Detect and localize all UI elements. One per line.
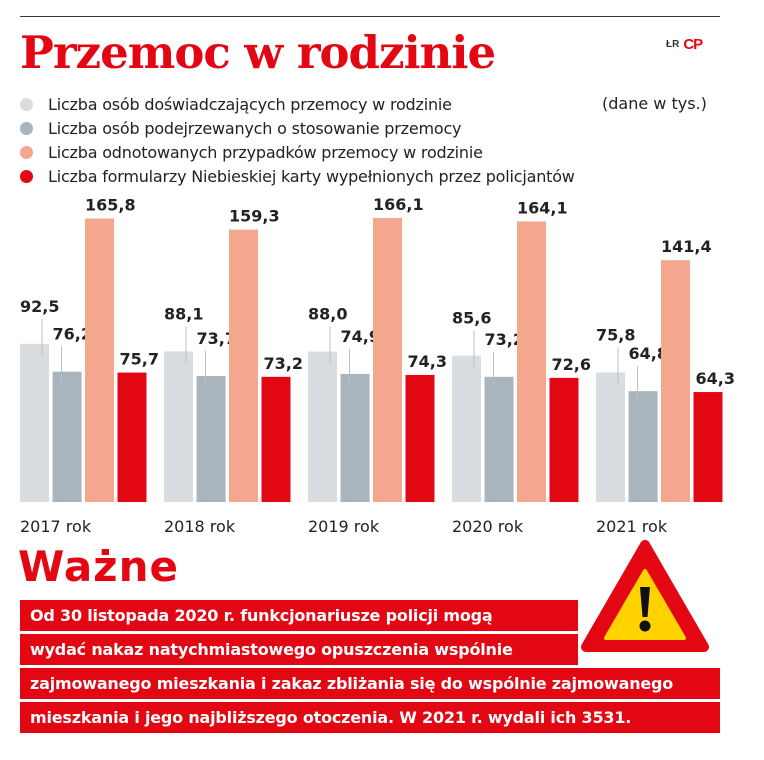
legend-swatch [20,169,33,183]
credit: ŁR CP [666,36,703,53]
legend-swatch [20,145,33,159]
data-label: 73,2 [264,354,303,373]
bar [596,372,625,502]
bar [20,343,49,502]
x-tick-label: 2017 rok [20,517,92,536]
bar [517,221,546,502]
bar [196,375,226,502]
data-label: 85,6 [452,309,491,328]
legend-item-suspected: Liczba osób podejrzewanych o stosowanie … [20,116,740,140]
data-label: 166,1 [373,195,424,214]
bar [308,351,337,502]
legend-label: Liczba osób doświadczających przemocy w … [48,94,452,114]
bar [405,374,435,502]
data-label: 92,5 [20,297,59,316]
bar [340,373,370,502]
x-tick-label: 2021 rok [596,517,668,536]
legend-item-blue-card: Liczba formularzy Niebieskiej karty wype… [20,164,740,188]
legend-label: Liczba odnotowanych przypadków przemocy … [48,142,483,162]
notice-heading: Ważne [18,542,180,591]
data-label: 164,1 [517,198,568,217]
data-label: 64,3 [696,369,735,388]
bar [164,351,193,502]
bar [373,217,402,502]
data-label: 165,8 [85,195,136,214]
data-label: 75,8 [596,325,635,344]
legend-label: Liczba formularzy Niebieskiej karty wype… [48,166,575,186]
bar [661,260,690,502]
data-label: 73,7 [197,329,236,348]
legend-item-experiencing: Liczba osób doświadczających przemocy w … [20,92,740,116]
data-label: 74,9 [341,327,380,346]
author-initials: ŁR [666,39,680,50]
x-tick-label: 2019 rok [308,517,380,536]
x-tick-label: 2018 rok [164,517,236,536]
data-label: 73,2 [485,330,524,349]
bar [484,376,514,502]
data-label: 76,2 [53,325,92,344]
top-divider [20,16,720,17]
x-tick-label: 2020 rok [452,517,524,536]
data-label: 88,1 [164,304,203,323]
data-label: 159,3 [229,207,280,226]
page-title: Przemoc w rodzinie [20,26,496,79]
notice-line: wydać nakaz natychmiastowego opuszczenia… [20,634,578,665]
bar [52,371,82,502]
notice-line: zajmowanego mieszkania i zakaz zbliżania… [20,668,720,699]
bar [693,392,723,502]
bar [229,229,258,503]
data-label: 64,8 [629,344,668,363]
warning-triangle-icon [581,540,709,652]
cp-logo-icon: CP [683,36,703,53]
legend-item-cases: Liczba odnotowanych przypadków przemocy … [20,140,740,164]
notice-line: mieszkania i jego najbliższego otoczenia… [20,702,720,733]
legend-label: Liczba osób podejrzewanych o stosowanie … [48,118,462,138]
bar [117,372,147,502]
bar [261,376,291,502]
data-label: 75,7 [120,350,159,369]
bar [85,218,114,502]
bar [549,377,579,502]
legend-swatch [20,121,33,135]
data-label: 88,0 [308,305,347,324]
notice-line: Od 30 listopada 2020 r. funkcjonariusze … [20,600,578,631]
legend-swatch [20,97,33,111]
data-label: 141,4 [661,237,712,256]
bar [628,391,658,502]
chart-legend: Liczba osób doświadczających przemocy w … [20,92,740,188]
data-label: 72,6 [552,355,591,374]
units-note: (dane w tys.) [602,94,707,113]
bar [452,355,481,502]
bar-chart: 92,5 76,2 165,8 75,7 2017 rok 88,1 73,7 159,3 73… [20,195,735,536]
data-label: 74,3 [408,352,447,371]
